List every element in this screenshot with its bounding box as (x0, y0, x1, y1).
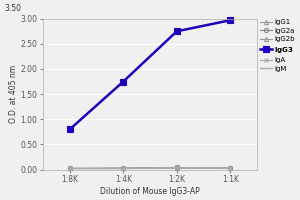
IgG2a (68, 167, 72, 170)
Legend: IgG1, IgG2a, IgG2b, $\bf{IgG3}$, IgA, IgM: IgG1, IgG2a, IgG2b, $\bf{IgG3}$, IgA, Ig… (259, 19, 296, 72)
IgG2a (175, 166, 178, 169)
IgG1 (175, 167, 178, 169)
IgG2a (229, 167, 232, 169)
IgG3 (68, 128, 72, 130)
IgG2b (175, 167, 178, 169)
IgG2b (68, 167, 72, 170)
Y-axis label: O.D. at 405 nm: O.D. at 405 nm (9, 65, 18, 123)
IgG3 (122, 80, 125, 83)
IgA (68, 167, 72, 170)
IgM (229, 167, 232, 169)
IgA (229, 167, 232, 169)
Line: IgG3: IgG3 (67, 17, 233, 132)
IgG1 (229, 167, 232, 169)
IgA (122, 167, 125, 170)
IgM (122, 167, 125, 170)
IgM (175, 167, 178, 169)
X-axis label: Dilution of Mouse IgG3-AP: Dilution of Mouse IgG3-AP (100, 187, 200, 196)
IgG3 (229, 19, 232, 21)
IgG3 (175, 30, 178, 32)
Line: IgG2a: IgG2a (68, 165, 232, 171)
IgM (68, 167, 72, 170)
IgG2b (229, 167, 232, 169)
IgG2a (122, 167, 125, 169)
Text: 3.50: 3.50 (4, 4, 21, 13)
Line: IgG2b: IgG2b (68, 166, 232, 171)
IgA (175, 166, 178, 169)
Line: IgG1: IgG1 (68, 166, 232, 171)
IgG2b (122, 167, 125, 170)
IgG1 (122, 167, 125, 170)
Line: IgA: IgA (68, 165, 232, 171)
IgG1 (68, 167, 72, 170)
